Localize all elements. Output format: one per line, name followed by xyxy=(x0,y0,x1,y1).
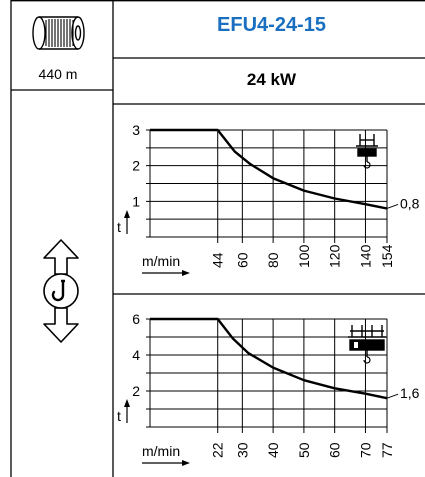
x-tick-label: 140 xyxy=(357,244,373,268)
x-tick-label: 50 xyxy=(296,442,312,458)
x-tick-label: 154 xyxy=(379,244,395,268)
x-tick-label: 120 xyxy=(327,244,343,268)
y-axis-label: t xyxy=(117,219,121,235)
y-tick-label: 3 xyxy=(132,122,140,138)
x-tick-label: 100 xyxy=(296,244,312,268)
rope-length-label: 440 m xyxy=(38,66,78,82)
model-title: EFU4-24-15 xyxy=(217,14,326,36)
y-tick-label: 1 xyxy=(132,193,140,209)
y-tick-label: 4 xyxy=(132,347,140,363)
x-tick-label: 60 xyxy=(327,442,343,458)
x-tick-label: 60 xyxy=(234,252,250,268)
y-tick-label: 2 xyxy=(132,158,140,174)
end-leader xyxy=(386,203,399,209)
x-axis-arrowhead xyxy=(182,270,190,276)
x-tick-label: 70 xyxy=(357,442,373,458)
x-axis-label: m/min xyxy=(142,443,180,459)
end-value-label: 0,8 xyxy=(400,195,420,211)
y-tick-label: 6 xyxy=(132,311,140,327)
power-rating: 24 kW xyxy=(246,70,297,89)
x-tick-label: 77 xyxy=(379,442,395,458)
x-tick-label: 40 xyxy=(265,442,281,458)
hook-hoist-icon xyxy=(43,239,79,343)
y-axis-arrowhead xyxy=(124,399,130,407)
y-tick-label: 2 xyxy=(132,383,140,399)
series-line xyxy=(150,128,388,210)
x-axis-arrowhead xyxy=(182,460,190,466)
x-tick-label: 30 xyxy=(234,442,250,458)
end-value-label: 1,6 xyxy=(400,385,420,401)
series-line xyxy=(150,317,388,400)
x-tick-label: 44 xyxy=(210,252,226,268)
x-axis-label: m/min xyxy=(142,253,180,269)
x-tick-label: 80 xyxy=(265,252,281,268)
single-gripper-icon xyxy=(356,134,378,169)
rope-drum-icon xyxy=(32,16,85,50)
end-leader xyxy=(386,393,399,399)
y-axis-label: t xyxy=(117,408,121,424)
x-tick-label: 22 xyxy=(210,442,226,458)
y-axis-arrowhead xyxy=(124,210,130,218)
